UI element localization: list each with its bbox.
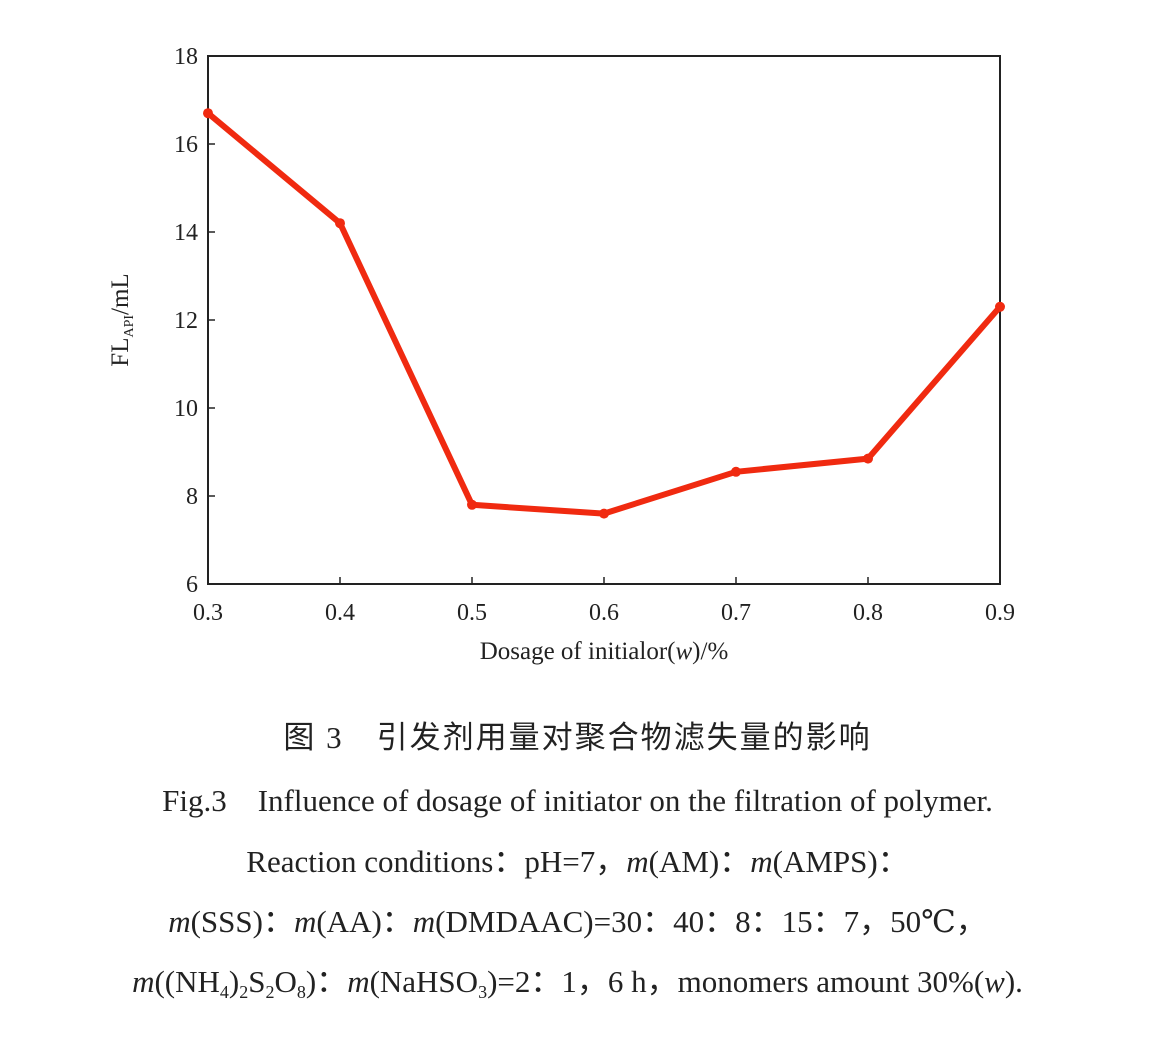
caption-conditions-line-3: m((NH4)2S2O8)：m(NaHSO3)=2：1，6 h，monomers… [132, 964, 1023, 1002]
y-tick-label: 10 [174, 396, 198, 422]
data-point [599, 508, 609, 519]
caption-chinese: 图 3 引发剂用量对聚合物滤失量的影响 [283, 720, 872, 755]
data-series-line [205, 110, 1003, 517]
x-tick-label: 0.3 [193, 600, 223, 626]
data-point [335, 218, 345, 229]
x-tick-label: 0.6 [589, 600, 619, 626]
x-tick-label: 0.4 [325, 600, 355, 626]
y-tick-label: 6 [186, 572, 198, 598]
plot-frame [207, 55, 1001, 585]
data-point [731, 466, 741, 477]
y-tick-label: 16 [174, 132, 198, 158]
data-point [467, 499, 477, 510]
y-tick-label: 12 [174, 308, 198, 334]
caption-english: Fig.3 Influence of dosage of initiator o… [162, 783, 993, 818]
line-chart: 0.3 0.4 0.5 0.6 0.7 0.8 0.9 6 8 10 12 14 16 18 Dosage … [107, 44, 1015, 665]
y-tick-label: 18 [174, 44, 198, 70]
x-tick-label: 0.5 [457, 600, 487, 626]
x-tick-label: 0.8 [853, 600, 883, 626]
y-tick-label: 8 [186, 484, 198, 510]
x-axis-label: Dosage of initialor(w)/% [480, 638, 729, 665]
data-point [995, 301, 1005, 312]
x-tick-label: 0.9 [985, 600, 1015, 626]
caption-conditions-line-2: m(SSS)：m(AA)：m(DMDAAC)=30：40：8：15：7，50℃， [168, 904, 987, 939]
x-tick-label: 0.7 [721, 600, 751, 626]
y-tick-label: 14 [174, 220, 198, 246]
caption-conditions-line-1: Reaction conditions：pH=7，m(AM)：m(AMPS)： [246, 844, 909, 879]
data-point [863, 453, 873, 464]
data-point [203, 108, 213, 119]
y-axis-label: FLAPI/mL [107, 273, 137, 366]
